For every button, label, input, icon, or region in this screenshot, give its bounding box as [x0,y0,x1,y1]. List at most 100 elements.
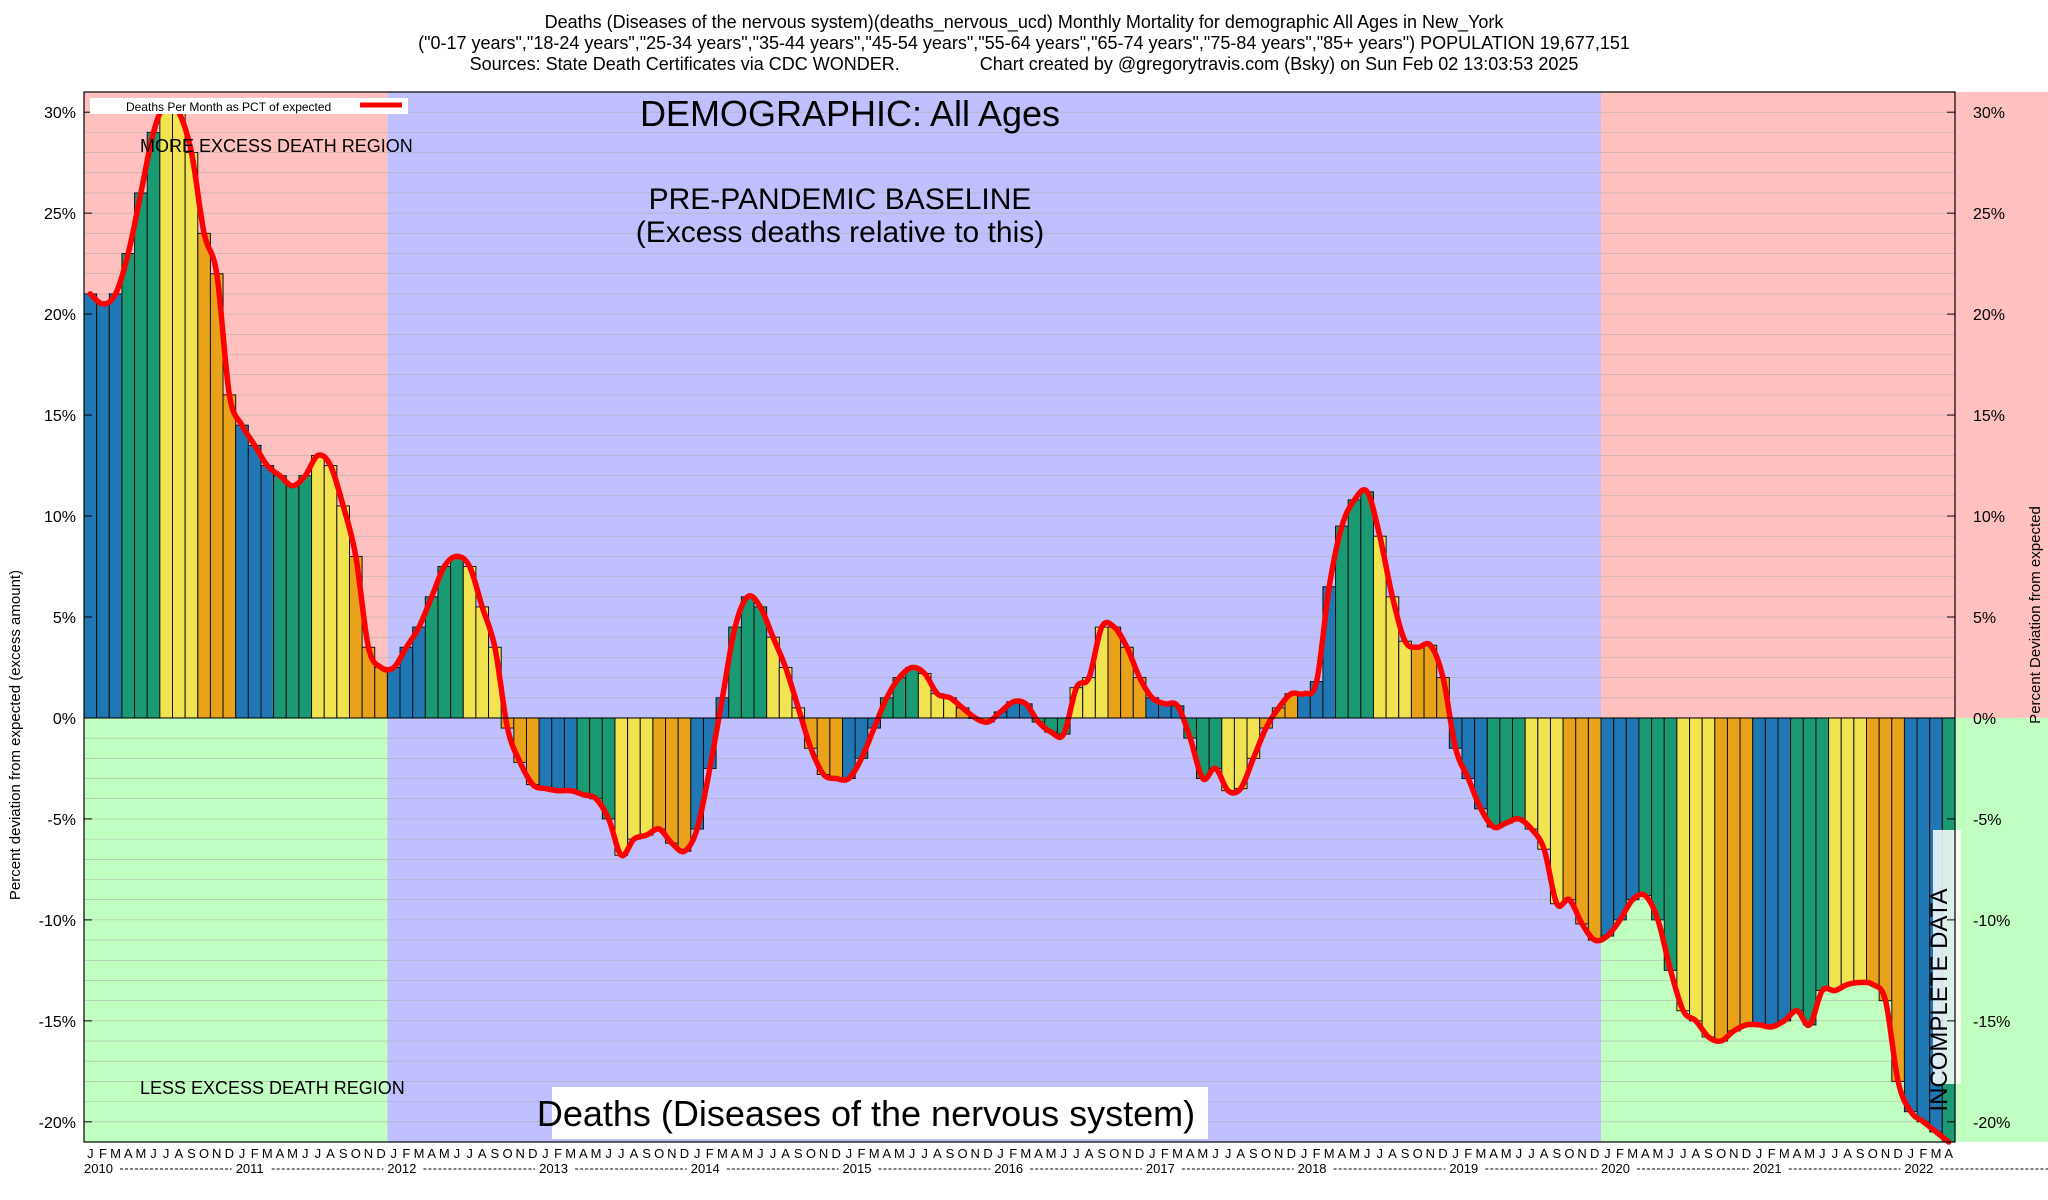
x-tick-label-month: D [1287,1146,1296,1161]
x-tick-label-month: M [1931,1146,1942,1161]
bar [108,293,123,719]
bar [1790,717,1804,1012]
bar [1726,717,1741,1032]
bar [538,717,553,790]
x-tick-label-month: D [1590,1146,1599,1161]
bar [311,454,325,719]
x-tick-label-month: J [1364,1146,1371,1161]
legend-box [90,98,408,114]
bar [1840,717,1855,985]
x-tick-label-month: F [1464,1146,1472,1161]
x-tick-label-month: S [946,1146,955,1161]
bar [1398,640,1412,719]
sources-text: Sources: State Death Certificates via CD… [469,54,900,74]
x-tick-label-month: J [909,1146,916,1161]
x-tick-label-month: J [1452,1146,1459,1161]
x-tick-label-year: 2016 [994,1161,1023,1176]
x-tick-label-month: N [1122,1146,1131,1161]
x-tick-label-year: 2018 [1298,1161,1327,1176]
x-tick-label-month: J [390,1146,397,1161]
chart-line [87,98,1952,1145]
chart-bars [83,101,1956,1143]
x-tick-label-month: A [124,1146,133,1161]
incomplete-overlay [1933,830,1961,1084]
x-tick-label-month: M [717,1146,728,1161]
y-tick-label-right: 0% [1973,711,1996,728]
baseline-label-line-1: PRE-PANDEMIC BASELINE [649,183,1032,216]
bar [1347,499,1362,719]
region-2010-2011-lower [84,717,388,1142]
bar [1360,491,1374,719]
x-tick-label-month: M [1172,1146,1183,1161]
legend-label: Deaths Per Month as PCT of expected [126,100,331,114]
x-tick-label-month: F [1009,1146,1017,1161]
y-tick-label-left: 25% [44,206,76,223]
x-tick-label-month: J [1832,1146,1839,1161]
x-tick-label-month: O [351,1146,361,1161]
x-tick-label-month: N [667,1146,676,1161]
x-tick-label-month: M [1652,1146,1663,1161]
x-tick-label-month: S [187,1146,196,1161]
less-excess-region-label: LESS EXCESS DEATH REGION [140,1078,405,1098]
x-tick-label-month: F [1616,1146,1624,1161]
x-tick-label-month: J [542,1146,549,1161]
x-tick-label-month: J [1377,1146,1384,1161]
bar [1828,717,1842,992]
x-tick-label-month: J [1516,1146,1523,1161]
x-tick-label-year: 2015 [843,1161,872,1176]
x-tick-label-month: N [212,1146,221,1161]
x-tick-label-year: 2019 [1449,1161,1478,1176]
x-tick-label-month: O [654,1146,664,1161]
y-tick-label-right: 10% [1973,509,2005,526]
x-tick-label-month: A [1641,1146,1650,1161]
x-tick-label-month: D [1438,1146,1447,1161]
x-tick-label-month: F [1919,1146,1927,1161]
chart-annotations: DEMOGRAPHIC: All Ages PRE-PANDEMIC BASEL… [7,93,2044,1139]
x-tick-label-month: O [502,1146,512,1161]
bar [336,505,350,719]
y-axis-label-right: Percent Deviation from expected [2027,506,2044,724]
demographic-title: DEMOGRAPHIC: All Ages [640,93,1060,134]
x-tick-label-month: M [1349,1146,1360,1161]
more-excess-region-label: MORE EXCESS DEATH REGION [140,136,413,156]
bar [1537,717,1551,850]
x-tick-label-month: J [1756,1146,1763,1161]
x-tick-label-month: A [1489,1146,1498,1161]
bar [298,475,313,719]
x-tick-label-year: 2012 [387,1161,416,1176]
x-tick-label-month: J [239,1146,246,1161]
bar [1663,717,1678,971]
bar [171,111,186,719]
bar [1107,626,1122,719]
x-tick-label-month: A [1085,1146,1094,1161]
bar [677,717,692,852]
x-tick-label-month: A [1944,1146,1953,1161]
bar [96,303,110,719]
x-tick-label-month: J [1908,1146,1915,1161]
bar [1625,717,1640,901]
series-line [87,98,1952,1145]
baseline-label-line-2: (Excess deaths relative to this) [636,216,1045,249]
x-tick-label-month: O [1109,1146,1119,1161]
bar [386,666,401,719]
bar [374,666,388,719]
bar [652,717,667,830]
x-tick-label-month: J [694,1146,701,1161]
x-tick-label-month: M [414,1146,425,1161]
x-tick-label-month: J [87,1146,94,1161]
x-tick-label-month: M [742,1146,753,1161]
x-tick-label-month: J [1060,1146,1067,1161]
x-tick-label-month: J [1819,1146,1826,1161]
x-tick-label-month: J [163,1146,170,1161]
bar [1208,717,1223,769]
y-tick-label-right: 20% [1973,307,2005,324]
x-tick-label-month: A [731,1146,740,1161]
x-tick-label-month: M [1501,1146,1512,1161]
y-tick-label-left: 20% [44,307,76,324]
bar [1714,717,1728,1042]
bar [159,101,173,719]
x-tick-label-month: F [251,1146,259,1161]
x-tick-label-month: D [1742,1146,1751,1161]
x-tick-label-month: N [971,1146,980,1161]
x-tick-label-month: A [882,1146,891,1161]
